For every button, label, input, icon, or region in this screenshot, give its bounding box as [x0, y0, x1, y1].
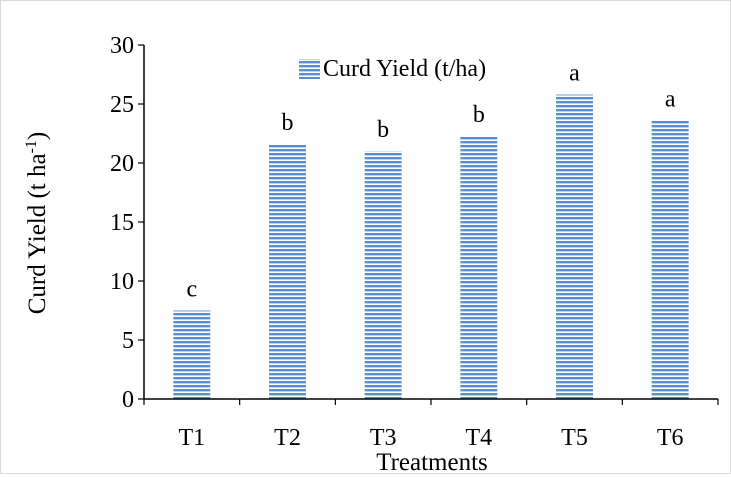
bar-t2	[269, 144, 306, 399]
y-tick-label: 5	[122, 328, 134, 354]
significance-label: b	[282, 110, 294, 136]
significance-label: a	[569, 61, 580, 87]
y-tick-label: 0	[122, 387, 134, 413]
x-tick-label: T1	[178, 425, 205, 451]
significance-label: a	[665, 87, 676, 113]
legend: Curd Yield (t/ha)	[299, 56, 486, 82]
bar-t1	[173, 310, 211, 399]
significance-labels: c b b b a a	[187, 61, 676, 303]
y-tick-label: 30	[110, 33, 134, 59]
significance-label: b	[473, 102, 485, 128]
bar-t6	[651, 120, 689, 400]
bar-t4	[460, 135, 498, 400]
x-axis-ticks: T1 T2 T3 T4 T5 T6	[143, 399, 719, 451]
y-axis-ticks: 0 5 10 15 20 25 30	[110, 33, 144, 413]
x-axis-label: Treatments	[376, 449, 488, 473]
y-tick-label: 15	[110, 210, 134, 236]
bar-t3	[364, 151, 402, 399]
legend-swatch	[299, 59, 320, 79]
x-tick-label: T5	[561, 425, 588, 451]
legend-label: Curd Yield (t/ha)	[323, 56, 486, 82]
x-tick-label: T4	[465, 425, 492, 451]
bar-t5	[556, 94, 593, 399]
y-tick-label: 25	[110, 92, 134, 118]
y-tick-label: 10	[110, 269, 134, 295]
bars	[173, 94, 689, 400]
y-tick-label: 20	[110, 151, 134, 177]
significance-label: c	[187, 277, 198, 303]
significance-label: b	[377, 117, 389, 143]
x-tick-label: T6	[657, 425, 684, 451]
x-tick-label: T3	[370, 425, 397, 451]
y-axis-label: Curd Yield (t ha-1)	[23, 132, 51, 315]
x-tick-label: T2	[274, 425, 301, 451]
